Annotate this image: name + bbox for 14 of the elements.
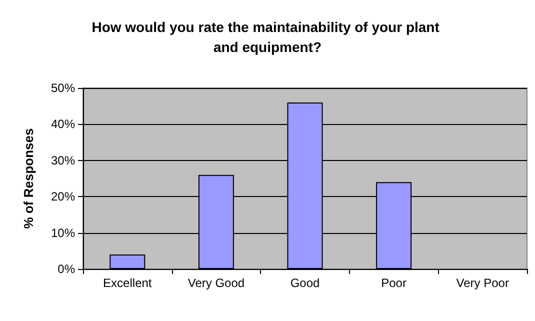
y-tick-label: 40% [50,117,76,132]
y-tick-label: 10% [50,226,76,240]
x-tick-label: Very Poor [456,276,509,290]
x-tick-label: Very Good [188,276,245,290]
y-tick-label: 0% [58,262,76,276]
chart-title: How would you rate the maintainability of your plant and equipment? [92,19,444,55]
y-tick-label: 20% [50,190,76,204]
y-axis-title: % of Responses [21,128,36,229]
bar [110,254,146,269]
y-tick-label: 30% [50,153,76,168]
x-tick-label: Good [290,276,320,290]
x-tick-label: Poor [381,276,406,290]
y-tick-label: 50% [50,81,76,95]
x-tick-label: Excellent [103,276,152,290]
